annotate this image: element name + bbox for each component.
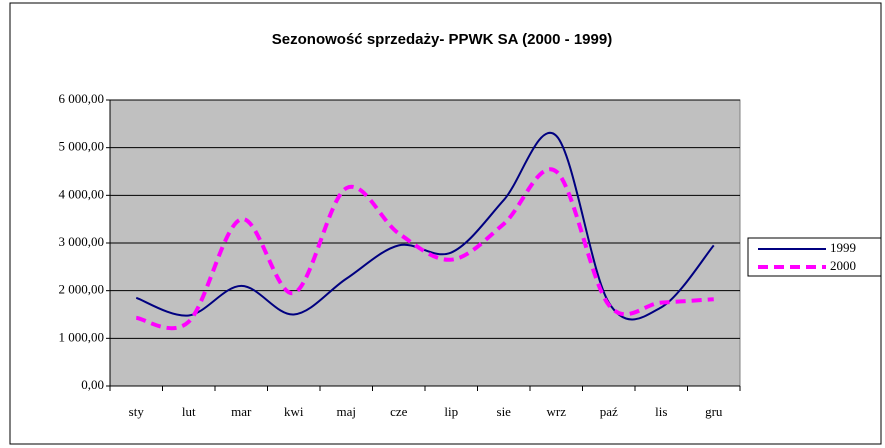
- legend: [747, 237, 882, 277]
- x-tick-label: paź: [600, 404, 618, 419]
- y-tick-label: 1 000,00: [59, 329, 105, 344]
- chart-title: Sezonowość sprzedaży- PPWK SA (2000 - 19…: [272, 31, 612, 48]
- x-tick-label: wrz: [547, 404, 567, 419]
- x-tick-label: maj: [337, 404, 357, 419]
- x-tick-label: mar: [231, 404, 252, 419]
- x-tick-label: sie: [497, 404, 512, 419]
- legend-label: 1999: [830, 240, 856, 255]
- y-tick-label: 3 000,00: [59, 234, 105, 249]
- legend-label: 2000: [830, 258, 856, 273]
- y-tick-label: 0,00: [81, 377, 104, 392]
- y-tick-label: 6 000,00: [59, 91, 105, 106]
- series-line: [135, 167, 714, 331]
- y-tick-label: 4 000,00: [59, 186, 105, 201]
- x-tick-label: lut: [182, 404, 196, 419]
- x-tick-label: sty: [129, 404, 145, 419]
- x-tick-label: kwi: [284, 404, 304, 419]
- x-tick-label: lis: [655, 404, 667, 419]
- x-tick-label: cze: [390, 404, 408, 419]
- series-line: [135, 131, 715, 321]
- x-tick-label: lip: [444, 404, 458, 419]
- x-tick-label: gru: [705, 404, 723, 419]
- y-tick-label: 2 000,00: [59, 282, 105, 297]
- y-tick-label: 5 000,00: [59, 139, 105, 154]
